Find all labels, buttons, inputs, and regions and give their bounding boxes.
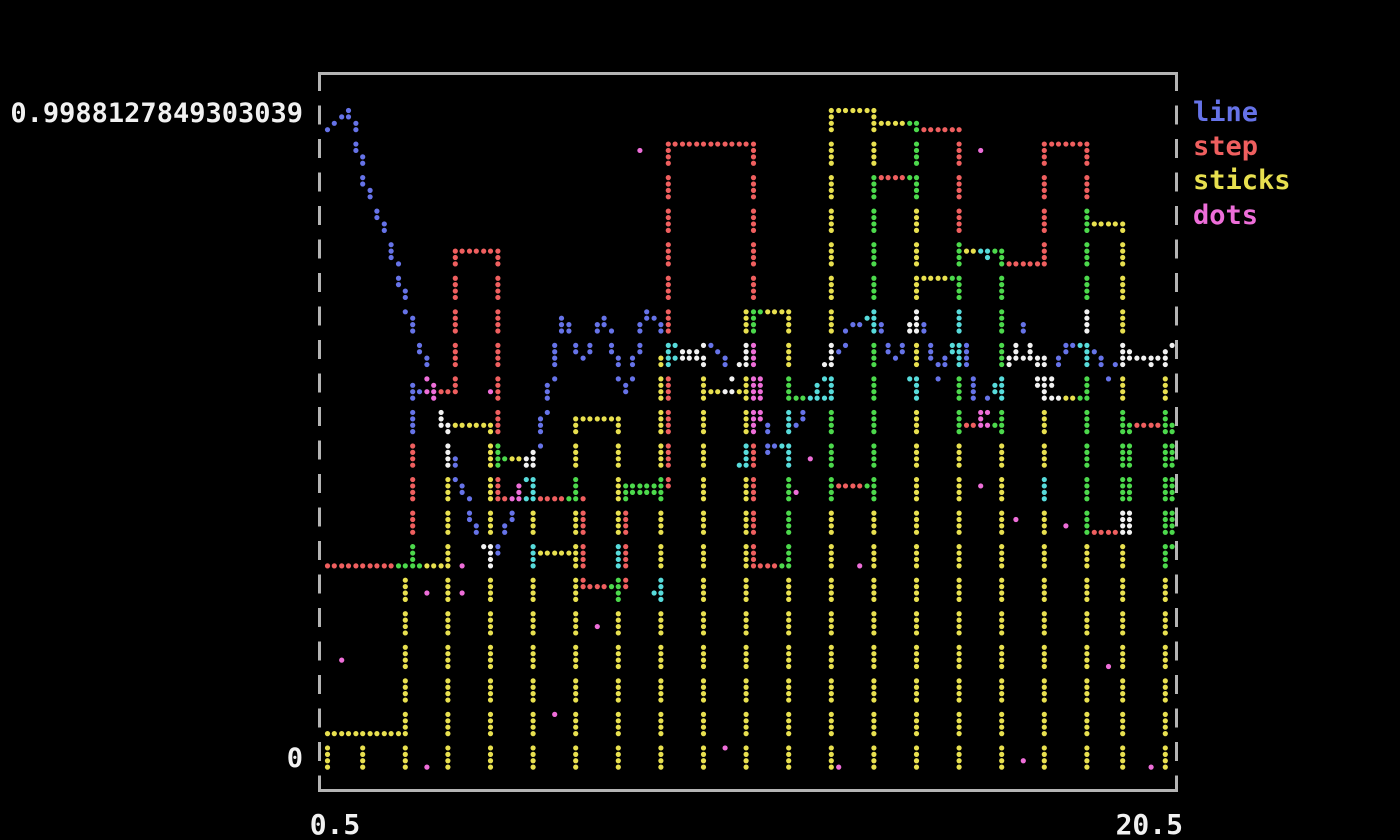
x-axis-min-label: 0.5	[309, 808, 361, 840]
x-axis-max-label: 20.5	[1115, 808, 1183, 840]
legend-item-line: line	[1193, 97, 1259, 128]
legend-item-step: step	[1193, 131, 1259, 163]
plot-frame-bottom	[318, 789, 1178, 792]
plot-frame-left	[318, 72, 321, 792]
legend-item-sticks: sticks	[1193, 165, 1291, 197]
legend: line step sticks dots	[1193, 96, 1291, 233]
plot-frame-right	[1175, 72, 1178, 792]
plot-frame-top	[318, 72, 1178, 75]
legend-item-dots: dots	[1193, 199, 1259, 231]
